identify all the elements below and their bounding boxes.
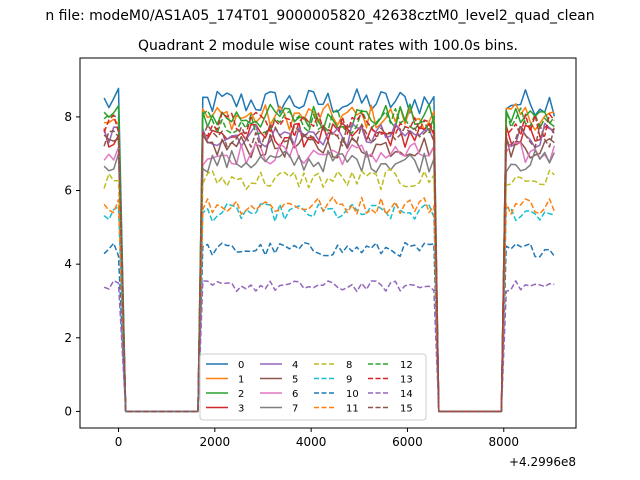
- x-tick-label-4000: 4000: [296, 435, 327, 449]
- x-tick-label-8000: 8000: [488, 435, 519, 449]
- legend-label-6: 6: [292, 389, 298, 400]
- series-line-11: [103, 196, 555, 413]
- legend-label-14: 14: [400, 389, 413, 400]
- x-tick-label-0: 0: [115, 435, 123, 449]
- y-tick-label-2: 2: [64, 331, 72, 345]
- legend-label-2: 2: [238, 389, 244, 400]
- legend-label-12: 12: [400, 360, 413, 371]
- legend-label-3: 3: [238, 404, 244, 415]
- y-tick-label-4: 4: [64, 257, 72, 271]
- legend-label-4: 4: [292, 360, 298, 371]
- series-line-14: [103, 279, 555, 413]
- legend-label-8: 8: [346, 360, 352, 371]
- axes-frame: [79, 57, 577, 429]
- legend-label-15: 15: [400, 404, 413, 415]
- legend-label-10: 10: [346, 389, 359, 400]
- x-tick-label-6000: 6000: [392, 435, 423, 449]
- legend-label-7: 7: [292, 404, 298, 415]
- legend-label-5: 5: [292, 375, 298, 386]
- chart-title: Quadrant 2 module wise count rates with …: [138, 38, 518, 54]
- legend-label-0: 0: [238, 360, 244, 371]
- plot-area: 0 2000 4000 6000 800002468012345678910111213…: [64, 57, 577, 449]
- y-tick-label-0: 0: [64, 404, 72, 418]
- legend-label-1: 1: [238, 375, 244, 386]
- x-offset-label: +4.2996e8: [509, 455, 576, 469]
- legend-label-13: 13: [400, 375, 413, 386]
- legend-box: [199, 353, 427, 421]
- y-tick-label-8: 8: [64, 110, 72, 124]
- figure-suptitle: n file: modeM0/AS1A05_174T01_9000005820_…: [45, 8, 594, 24]
- y-tick-label-6: 6: [64, 184, 72, 198]
- x-tick-label-2000: 2000: [200, 435, 231, 449]
- legend-label-11: 11: [346, 404, 359, 415]
- series-line-15: [103, 123, 556, 413]
- legend-label-9: 9: [346, 375, 352, 386]
